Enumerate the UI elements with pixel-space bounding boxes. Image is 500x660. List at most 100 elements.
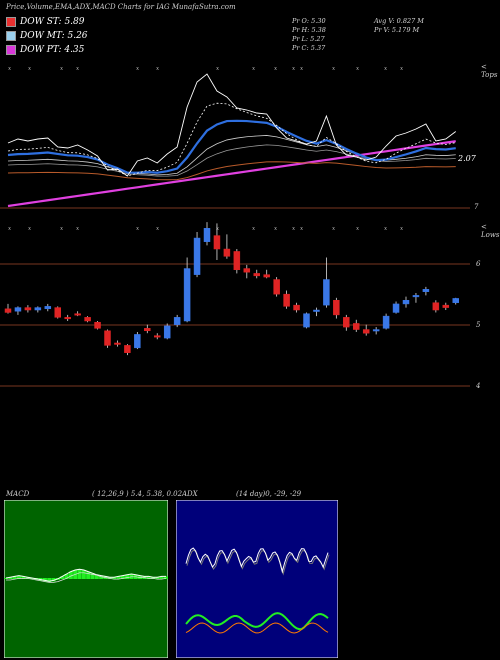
tick-mark: x xyxy=(156,226,160,232)
macd-histogram-bar xyxy=(112,577,117,579)
candle-body xyxy=(343,317,350,328)
candle-body xyxy=(263,274,270,278)
macd-histogram-bar xyxy=(99,575,104,579)
tick-mark: x xyxy=(400,66,404,72)
ema-brown-line xyxy=(7,161,456,181)
candle-body xyxy=(144,328,151,332)
adx-params: (14 day)0, -29, -29 xyxy=(236,490,302,498)
stat-close: Pr C: 5.37 xyxy=(292,44,326,52)
candle-body xyxy=(313,309,320,312)
candle-body xyxy=(233,251,241,271)
candle xyxy=(263,269,270,279)
macd-histogram-bar xyxy=(8,577,13,579)
ema-purple-line xyxy=(7,140,456,208)
adx-orange-line xyxy=(185,622,329,634)
tick-mark: x xyxy=(292,226,296,232)
candle xyxy=(124,344,131,356)
tick-mark: x xyxy=(384,66,388,72)
candle xyxy=(343,314,350,331)
candle-body xyxy=(94,321,101,329)
stat-low: Pr L: 5.27 xyxy=(292,35,325,43)
tick-mark: x xyxy=(274,66,278,72)
macd-histogram-bar xyxy=(94,574,99,579)
legend-dow-mt: DOW MT: 5.26 xyxy=(6,31,88,41)
candle-body xyxy=(442,304,450,308)
macd-histogram-bar xyxy=(159,576,164,579)
candle xyxy=(313,307,320,317)
macd-histogram-bar xyxy=(90,573,95,579)
candle-body xyxy=(402,300,410,305)
candle-body xyxy=(64,317,71,320)
tick-mark: x xyxy=(292,66,296,72)
stat-open: Pr O: 5.30 xyxy=(292,17,326,25)
candle xyxy=(392,301,400,314)
candle-body xyxy=(213,235,221,250)
candle-body xyxy=(362,329,370,334)
tick-mark: x xyxy=(356,226,360,232)
macd-histogram-bar xyxy=(120,575,125,579)
candle xyxy=(193,231,201,278)
tick-mark: x xyxy=(274,226,278,232)
candle xyxy=(223,234,231,259)
candle xyxy=(283,290,290,309)
candle xyxy=(173,314,181,328)
tick-mark: x xyxy=(332,66,336,72)
candle xyxy=(44,303,52,312)
adx-panel xyxy=(176,500,338,658)
tick-mark: x xyxy=(300,66,304,72)
candle-body xyxy=(382,315,390,329)
candle xyxy=(163,323,171,340)
candle-body xyxy=(24,307,32,311)
tick-mark: x xyxy=(384,226,388,232)
macd-histogram-bar xyxy=(164,576,168,579)
lows-label: < Lows xyxy=(481,223,500,239)
candle-body xyxy=(44,306,52,310)
macd-histogram-bar xyxy=(81,570,86,579)
candle-body xyxy=(323,279,330,306)
tick-mark: x xyxy=(60,226,64,232)
candle xyxy=(154,333,161,340)
candle xyxy=(134,331,141,350)
level-label-5: 5 xyxy=(476,321,481,329)
candle-body xyxy=(173,317,181,325)
candle xyxy=(203,222,211,246)
tops-label: < Tops xyxy=(481,63,498,79)
macd-histogram-bar xyxy=(155,577,160,579)
ema-gray-line-2 xyxy=(7,144,456,177)
candle-body xyxy=(193,237,201,275)
tick-mark: x xyxy=(332,226,336,232)
candle-body xyxy=(253,273,260,277)
candle-body xyxy=(34,307,42,311)
candle-body xyxy=(114,342,121,345)
legend-label: DOW PT: 4.35 xyxy=(20,45,85,55)
candle xyxy=(323,257,330,308)
candle xyxy=(183,257,191,323)
candle xyxy=(333,297,340,319)
candle-body xyxy=(273,279,280,295)
candle xyxy=(253,269,260,279)
tick-mark: x xyxy=(136,226,140,232)
candle-body xyxy=(134,334,141,349)
candle xyxy=(213,223,221,260)
adx-title: ADX xyxy=(182,490,198,498)
candle-body xyxy=(392,303,400,313)
low-tag: 7 xyxy=(474,203,479,211)
legend-swatch xyxy=(6,17,16,27)
legend-swatch xyxy=(6,45,16,55)
macd-histogram-bar xyxy=(77,569,82,579)
candle xyxy=(422,286,430,296)
candle xyxy=(382,313,390,330)
stat-volume: Pr V: 5.179 M xyxy=(374,26,420,34)
candle-body xyxy=(283,293,290,307)
candle xyxy=(104,329,111,348)
candle xyxy=(144,324,151,334)
macd-histogram-bar xyxy=(42,578,47,582)
tick-mark: x xyxy=(28,226,32,232)
legend-swatch xyxy=(6,31,16,41)
macd-histogram-bar xyxy=(86,571,91,579)
candle xyxy=(353,319,360,332)
candle-body xyxy=(163,325,171,339)
candle-body xyxy=(203,228,211,242)
macd-histogram-bar xyxy=(21,576,26,579)
